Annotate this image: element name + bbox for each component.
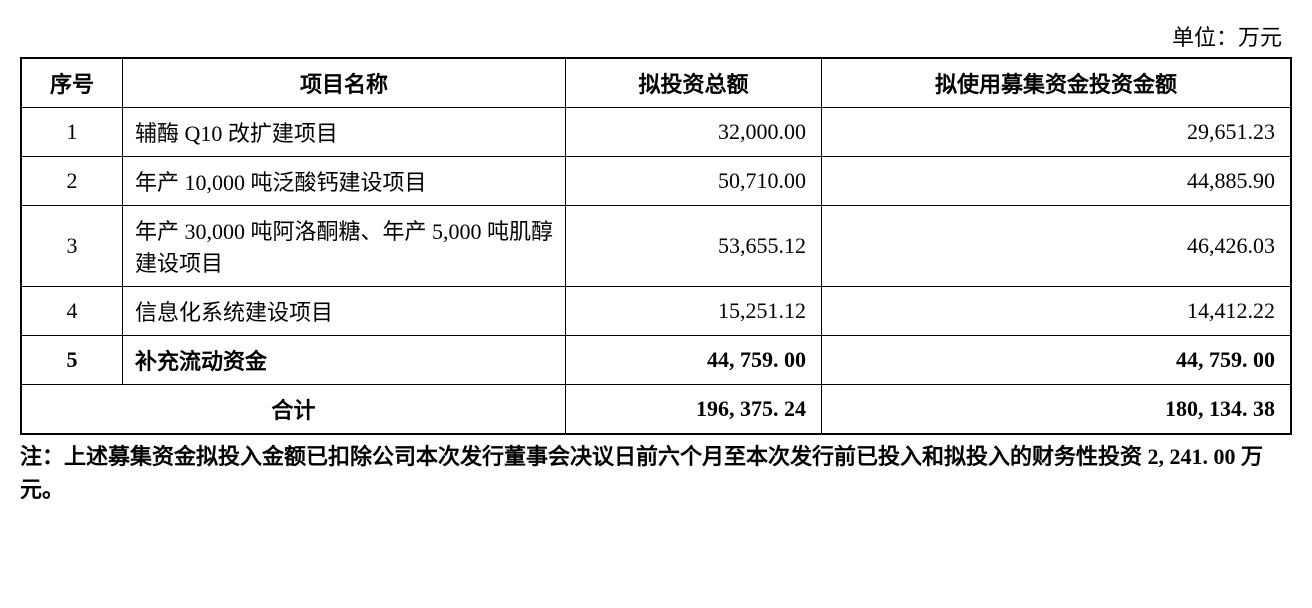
cell-seq: 3 — [21, 206, 123, 287]
cell-fund: 46,426.03 — [822, 206, 1292, 287]
header-invest: 拟投资总额 — [566, 58, 822, 108]
table-row: 3年产 30,000 吨阿洛酮糖、年产 5,000 吨肌醇建设项目53,655.… — [21, 206, 1291, 287]
cell-seq: 2 — [21, 157, 123, 206]
unit-label: 单位：万元 — [20, 20, 1292, 52]
cell-fund: 44, 759. 00 — [822, 336, 1292, 385]
cell-seq: 4 — [21, 287, 123, 336]
cell-invest: 32,000.00 — [566, 108, 822, 157]
header-name: 项目名称 — [123, 58, 566, 108]
table-total-row: 合计 196, 375. 24 180, 134. 38 — [21, 385, 1291, 435]
cell-fund: 14,412.22 — [822, 287, 1292, 336]
cell-name: 辅酶 Q10 改扩建项目 — [123, 108, 566, 157]
total-invest: 196, 375. 24 — [566, 385, 822, 435]
cell-name: 信息化系统建设项目 — [123, 287, 566, 336]
total-fund: 180, 134. 38 — [822, 385, 1292, 435]
table-row: 4信息化系统建设项目15,251.1214,412.22 — [21, 287, 1291, 336]
cell-fund: 29,651.23 — [822, 108, 1292, 157]
table-row: 5补充流动资金44, 759. 0044, 759. 00 — [21, 336, 1291, 385]
header-seq: 序号 — [21, 58, 123, 108]
cell-invest: 53,655.12 — [566, 206, 822, 287]
cell-name: 补充流动资金 — [123, 336, 566, 385]
footnote: 注：上述募集资金拟投入金额已扣除公司本次发行董事会决议日前六个月至本次发行前已投… — [20, 440, 1292, 506]
cell-seq: 1 — [21, 108, 123, 157]
cell-name: 年产 10,000 吨泛酸钙建设项目 — [123, 157, 566, 206]
cell-invest: 50,710.00 — [566, 157, 822, 206]
investment-table: 序号 项目名称 拟投资总额 拟使用募集资金投资金额 1辅酶 Q10 改扩建项目3… — [20, 57, 1292, 435]
table-body: 1辅酶 Q10 改扩建项目32,000.0029,651.232年产 10,00… — [21, 108, 1291, 385]
cell-invest: 44, 759. 00 — [566, 336, 822, 385]
table-row: 1辅酶 Q10 改扩建项目32,000.0029,651.23 — [21, 108, 1291, 157]
cell-invest: 15,251.12 — [566, 287, 822, 336]
cell-name: 年产 30,000 吨阿洛酮糖、年产 5,000 吨肌醇建设项目 — [123, 206, 566, 287]
header-fund: 拟使用募集资金投资金额 — [822, 58, 1292, 108]
total-label: 合计 — [21, 385, 566, 435]
table-header-row: 序号 项目名称 拟投资总额 拟使用募集资金投资金额 — [21, 58, 1291, 108]
cell-seq: 5 — [21, 336, 123, 385]
cell-fund: 44,885.90 — [822, 157, 1292, 206]
table-row: 2年产 10,000 吨泛酸钙建设项目50,710.0044,885.90 — [21, 157, 1291, 206]
